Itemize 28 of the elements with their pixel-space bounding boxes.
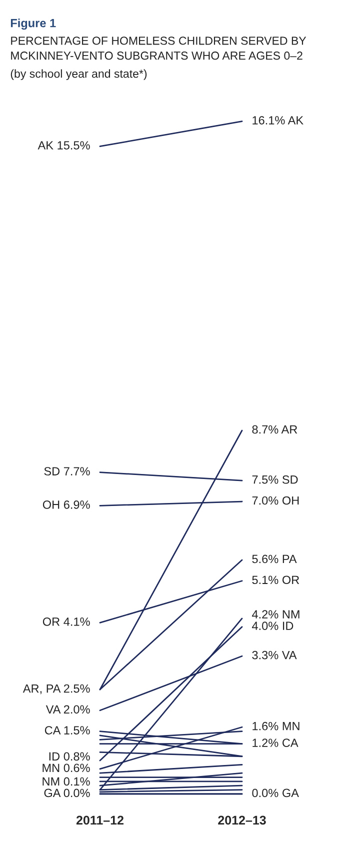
data-label: ID 0.8% (49, 752, 90, 761)
data-label: CA 1.5% (44, 726, 90, 734)
x-tick-label: 2011–12 (76, 816, 124, 825)
chart-subtitle: PERCENTAGE OF HOMELESS CHILDREN SERVED BY MCKINNEY-VENTO SUBGRANTS WHO ARE AGES 0–2 (11, 36, 306, 60)
data-label: NM 0.1% (42, 777, 90, 786)
data-label: AR, PA 2.5% (22, 684, 90, 694)
data-label: 7.0% OH (252, 496, 299, 505)
data-label: MN 0.6% (42, 764, 90, 772)
data-label: 7.5% SD (252, 475, 298, 484)
x-tick-label: 2012–13 (218, 816, 266, 825)
data-label: VA 2.0% (46, 705, 90, 714)
data-label: 1.2% CA (252, 738, 298, 748)
data-label: 3.3% VA (252, 650, 297, 660)
data-label: 16.1% AK (252, 116, 304, 124)
data-label: 4.2% NM (252, 610, 300, 618)
text: (by school year and state*) (10, 69, 147, 80)
data-label: OR 4.1% (42, 617, 90, 626)
data-label: 5.6% PA (252, 554, 297, 564)
data-label: 1.6% MN (252, 722, 300, 730)
data-label: 0.0% GA (252, 788, 299, 798)
chart-title: Figure 1 (10, 18, 56, 30)
data-label: 4.0% ID (252, 622, 294, 630)
data-label: GA 0.0% (44, 788, 90, 798)
data-label: 5.1% OR (252, 576, 300, 584)
data-label: 8.7% AR (252, 425, 298, 434)
data-label: AK 15.5% (38, 141, 90, 150)
data-label: OH 6.9% (42, 500, 90, 509)
data-label: SD 7.7% (44, 467, 90, 476)
